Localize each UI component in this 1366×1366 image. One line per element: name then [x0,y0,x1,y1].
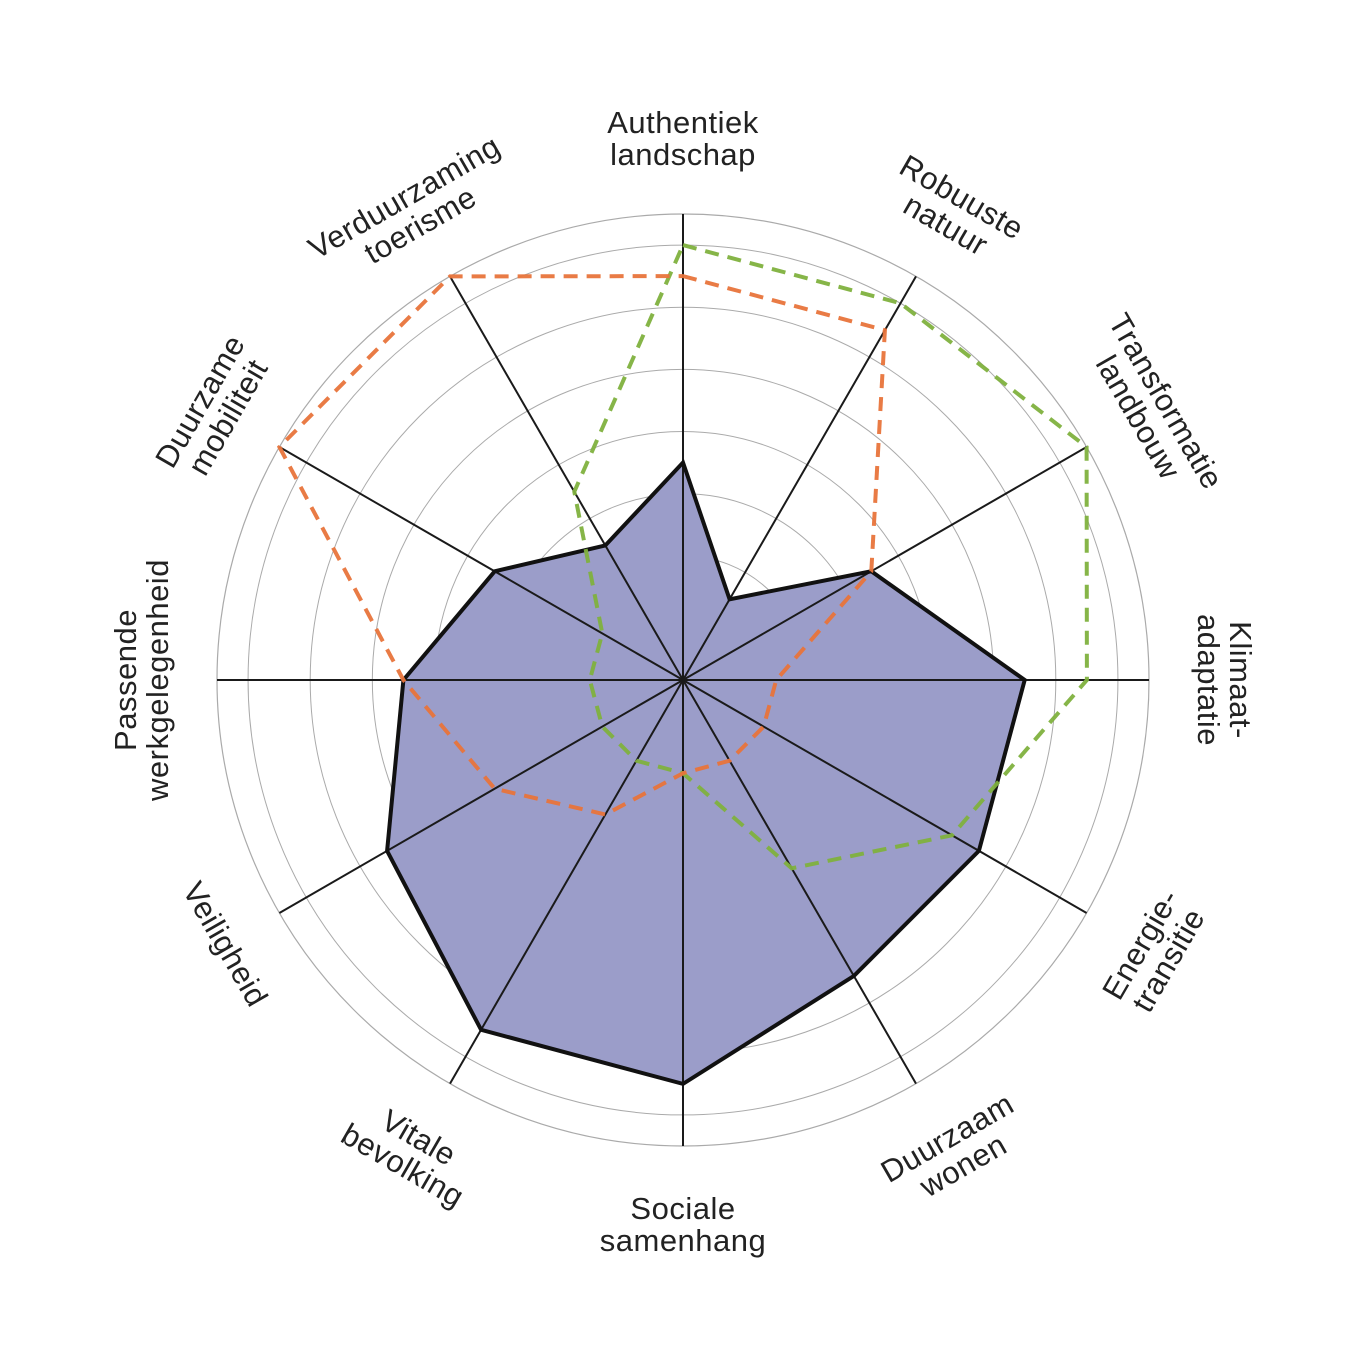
axis-label-line: werkgelegenheid [140,559,175,802]
radar-spoke [278,446,684,681]
axis-label: Duurzaamwonen [875,1086,1036,1218]
axis-label-line: Authentiek [607,105,759,140]
axis-label: Veiligheid [176,876,275,1013]
radar-spoke [682,275,917,681]
axis-label-line: Sociale [630,1191,735,1226]
radar-spoke [682,679,1088,914]
radar-fill-layer [387,462,1025,1084]
axis-label: Klimaat-adaptatie [1191,614,1258,746]
axis-label-line: Passende [108,609,143,751]
axis-label-line: samenhang [600,1223,767,1258]
series-line-dashed [276,274,887,817]
axis-label: Transformatielandbouw [1074,307,1230,511]
axis-label-line: landschap [610,137,756,172]
radar-dashed-layer [276,242,1089,871]
axis-label-line: Veiligheid [176,876,275,1013]
axis-label: Passendewerkgelegenheid [108,559,175,802]
axis-label: Authentiek landschap [607,105,759,172]
radar-spoke [682,679,917,1085]
radar-spoke [278,679,684,914]
axis-label: Duurzamemobiliteit [148,329,280,490]
radar-spoke [682,446,1088,681]
axis-label: Vitalebevolking [335,1089,486,1215]
series-area [387,462,1025,1084]
axis-label: Sociale samenhang [600,1191,767,1258]
axis-label: Robuustenatuur [878,148,1030,274]
radar-spokes [217,214,1149,1146]
axis-label: Verduurzamingtoerisme [302,128,522,294]
radar-spoke [449,275,684,681]
axis-label: Energie-transitie [1095,883,1214,1021]
axis-label-line: Klimaat- [1223,621,1258,739]
radar-spoke [449,679,684,1085]
axis-label-line: adaptatie [1191,614,1226,746]
